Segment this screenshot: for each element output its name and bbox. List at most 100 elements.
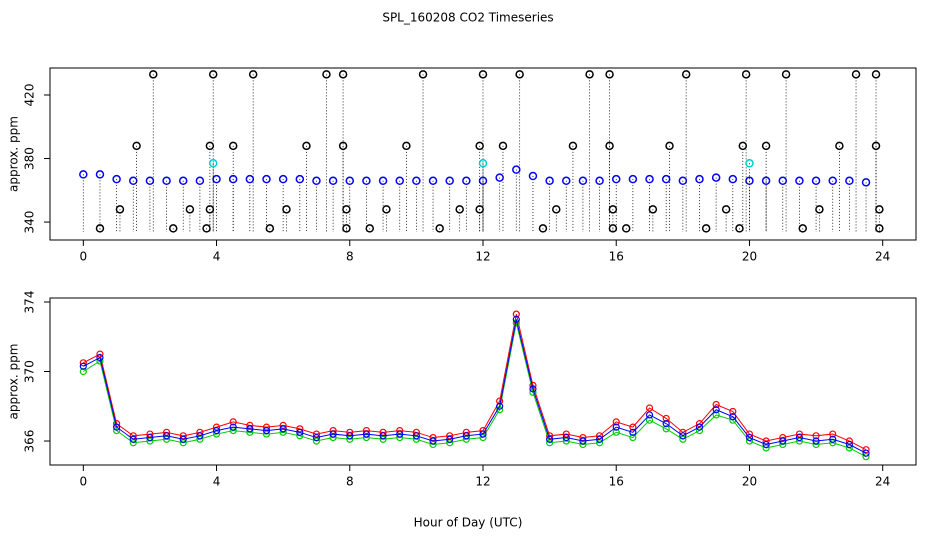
point <box>462 432 470 440</box>
point <box>435 224 444 233</box>
point <box>185 205 195 214</box>
point <box>95 224 105 233</box>
point <box>229 418 237 426</box>
point <box>778 176 788 186</box>
point <box>378 176 388 186</box>
point <box>512 315 520 323</box>
point <box>362 176 371 186</box>
point <box>612 423 620 431</box>
point <box>762 440 770 449</box>
point <box>132 141 141 151</box>
point <box>875 205 884 214</box>
point <box>512 310 520 318</box>
point <box>845 440 853 449</box>
point <box>871 141 881 151</box>
point <box>208 70 218 79</box>
point <box>145 176 155 186</box>
point <box>322 70 331 79</box>
point <box>202 224 211 233</box>
point <box>562 433 570 442</box>
point <box>681 70 691 79</box>
point <box>312 176 321 186</box>
point <box>495 173 504 182</box>
point <box>282 205 291 214</box>
point <box>365 224 375 233</box>
x-tick-label: 0 <box>79 250 87 264</box>
y-axis-label: approx. ppm <box>7 116 21 192</box>
point <box>412 176 421 186</box>
point <box>162 176 171 186</box>
point <box>79 362 87 370</box>
point <box>851 70 861 79</box>
point <box>112 174 121 184</box>
point <box>295 174 305 184</box>
point <box>545 176 554 186</box>
point <box>338 70 348 79</box>
point <box>645 174 654 184</box>
x-tick-label: 20 <box>742 475 757 489</box>
point <box>129 435 137 443</box>
y-tick-label: 370 <box>23 360 37 383</box>
point <box>595 435 604 443</box>
point <box>362 430 371 438</box>
point <box>529 385 537 393</box>
point <box>835 141 844 151</box>
x-tick-label: 0 <box>79 475 87 489</box>
point <box>612 428 620 436</box>
point <box>228 141 238 151</box>
point <box>662 414 670 423</box>
point <box>745 176 754 186</box>
point <box>475 141 484 151</box>
y-tick-label: 380 <box>23 147 37 170</box>
point <box>795 433 804 442</box>
point <box>312 433 321 442</box>
point <box>745 159 754 168</box>
point <box>875 224 884 233</box>
point <box>608 205 618 214</box>
point <box>113 423 121 431</box>
point <box>248 70 258 79</box>
point <box>712 400 720 409</box>
point <box>629 423 637 431</box>
x-tick-label: 8 <box>346 475 354 489</box>
x-tick-label: 16 <box>609 475 624 489</box>
point <box>212 426 221 435</box>
point <box>828 176 837 186</box>
point <box>795 176 804 186</box>
point <box>168 224 178 233</box>
point <box>628 174 638 184</box>
point <box>79 367 87 376</box>
point <box>546 435 554 443</box>
point <box>382 205 391 214</box>
point <box>478 70 488 79</box>
x-tick-label: 24 <box>875 250 890 264</box>
x-tick-label: 4 <box>213 475 221 489</box>
point <box>479 430 487 438</box>
point <box>629 428 637 436</box>
point <box>396 430 404 438</box>
point <box>662 420 670 428</box>
point <box>728 174 738 184</box>
point <box>701 224 711 233</box>
point <box>861 178 871 187</box>
point <box>595 176 604 186</box>
point <box>302 141 311 151</box>
point <box>815 205 824 214</box>
point <box>346 432 354 440</box>
point <box>798 224 808 233</box>
point <box>538 224 548 233</box>
point <box>779 437 787 445</box>
point <box>578 176 588 186</box>
point <box>428 176 438 186</box>
point <box>845 176 854 186</box>
point <box>265 224 275 233</box>
point <box>328 176 338 186</box>
point <box>402 141 411 151</box>
point <box>462 176 471 186</box>
x-tick-label: 16 <box>609 250 624 264</box>
point <box>115 205 125 214</box>
point <box>729 407 737 416</box>
point <box>455 205 464 214</box>
point <box>648 205 658 214</box>
point <box>279 425 287 433</box>
